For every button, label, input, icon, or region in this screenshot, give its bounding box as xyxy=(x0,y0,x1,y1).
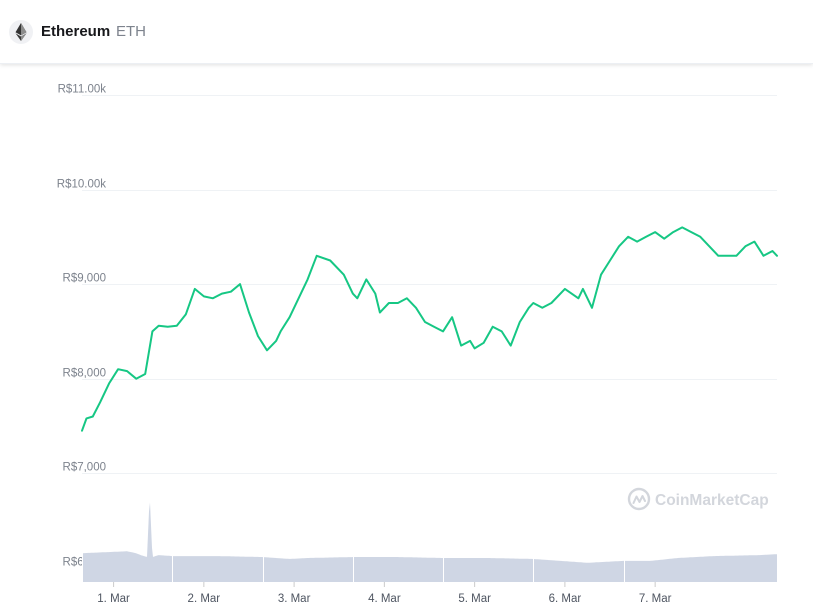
price-line xyxy=(81,226,778,432)
y-tick-label: R$11.00k xyxy=(58,84,107,96)
coin-symbol: ETH xyxy=(116,23,146,40)
price-series xyxy=(81,226,778,432)
ethereum-icon xyxy=(9,20,33,44)
x-axis: 1. Mar 2. Mar 3. Mar 4. Mar 5. Mar 6. Mar 7. M… xyxy=(97,582,672,605)
x-tick-label: 3. Mar xyxy=(278,593,311,605)
x-tick-label: 6. Mar xyxy=(549,593,582,605)
y-axis: R$11.00kR$10.00kR$9,000R$8,000R$7,000R$6… xyxy=(57,84,106,569)
y-tick-label: R$10.00k xyxy=(57,179,106,191)
x-tick-label: 7. Mar xyxy=(639,593,672,605)
volume-area xyxy=(82,502,777,582)
x-tick-label: 4. Mar xyxy=(368,593,401,605)
y-tick-label: R$8,000 xyxy=(63,368,106,380)
chart-header: Ethereum ETH xyxy=(0,0,813,64)
y-tick-label: R$7,000 xyxy=(63,462,106,474)
coinmarketcap-logo-icon xyxy=(627,487,651,511)
volume-series xyxy=(82,502,777,582)
x-tick-label: 5. Mar xyxy=(458,593,491,605)
watermark-text: CoinMarketCap xyxy=(655,492,769,509)
x-tick-label: 1. Mar xyxy=(97,593,130,605)
x-tick-label: 2. Mar xyxy=(188,593,221,605)
y-tick-label: R$9,000 xyxy=(63,273,106,285)
watermark: CoinMarketCap xyxy=(627,487,769,511)
coin-name: Ethereum xyxy=(41,23,111,40)
